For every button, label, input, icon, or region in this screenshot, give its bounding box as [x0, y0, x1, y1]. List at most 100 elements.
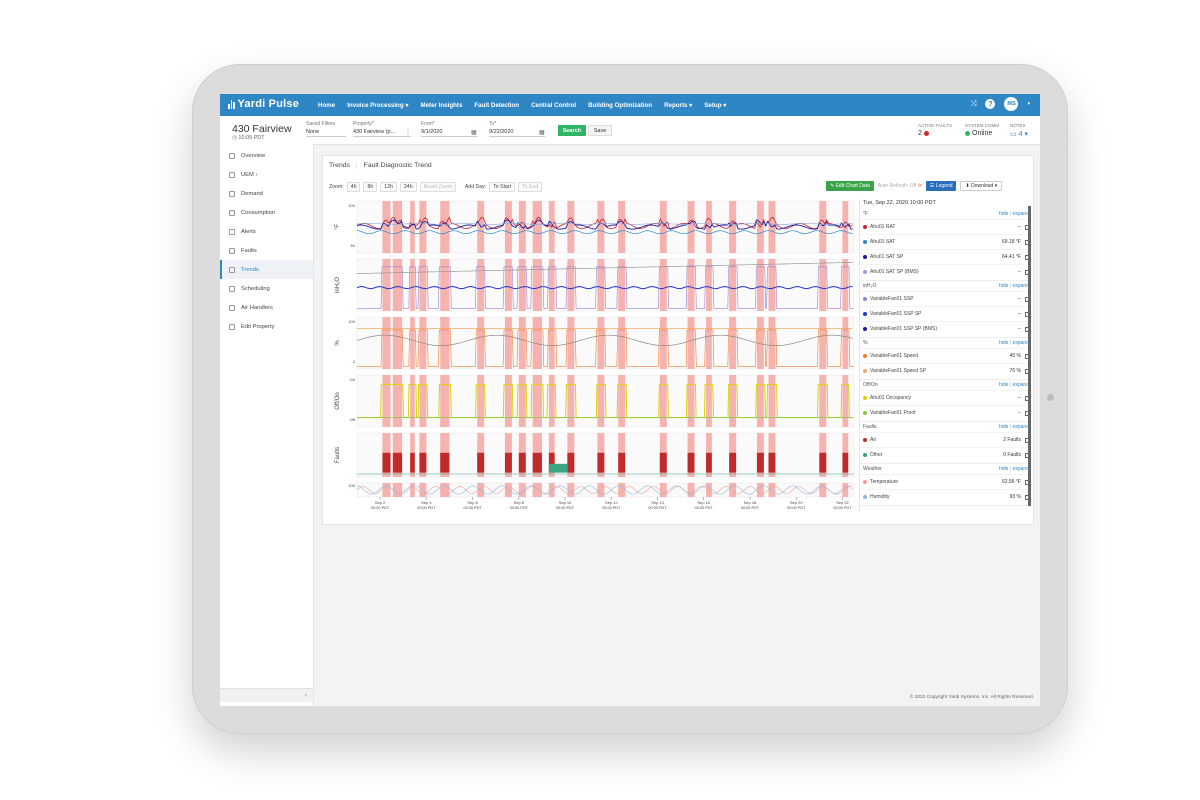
- legend-row[interactable]: VariableFan01 Proof --: [860, 405, 1032, 420]
- help-icon[interactable]: ?: [985, 99, 996, 109]
- x-tick-label: Sep 18: [744, 500, 757, 505]
- active-faults[interactable]: ACTIVE FAULTS 2: [918, 123, 952, 137]
- trends-card: Trends | Fault Diagnostic Trend Zoom: 4h…: [322, 155, 1034, 525]
- sidebar-item-label: Alerts: [241, 228, 256, 235]
- property-select[interactable]: Property* 430 Fairview (p...: [353, 121, 411, 137]
- legend-row[interactable]: Temperature 62.56 °F: [860, 474, 1032, 489]
- legend-scrollbar[interactable]: [1028, 206, 1031, 506]
- series-swatch: [863, 225, 867, 229]
- to-end-button[interactable]: To End: [518, 182, 543, 192]
- fault-band: [567, 375, 575, 427]
- sidebar-item-edit-property[interactable]: Edit Property: [220, 317, 313, 336]
- save-button[interactable]: Save: [588, 125, 612, 136]
- fault-band: [419, 375, 427, 427]
- legend-hide-link[interactable]: hide: [999, 283, 1009, 289]
- sidebar-item-demand[interactable]: Demand: [220, 184, 313, 203]
- trend-chart-svg[interactable]: °F 100 50 inH₂O% 100 0 Off/On On Off Faults 100 Sep…: [329, 199, 859, 519]
- legend-row[interactable]: Air 2 Faults: [860, 432, 1032, 447]
- fault-air-bar: [768, 452, 776, 473]
- property-value: 430 Fairview (p...: [353, 129, 411, 137]
- nav-item-4[interactable]: Central Control: [531, 101, 577, 109]
- sidebar-item-trends[interactable]: Trends: [220, 260, 313, 279]
- auto-refresh-toggle[interactable]: Auto Refresh: Off ⟳: [878, 183, 922, 189]
- nav-item-0[interactable]: Home: [318, 101, 336, 109]
- legend-row[interactable]: VariableFan01 SSP SP (BMS) --: [860, 321, 1032, 336]
- edit-chart-data-button[interactable]: ✎ Edit Chart Data: [826, 181, 874, 191]
- shuffle-icon[interactable]: ⤨: [970, 99, 977, 108]
- sidebar-item-alerts[interactable]: Alerts: [220, 222, 313, 241]
- saved-filters[interactable]: Saved Filters None: [306, 121, 346, 137]
- more-icon[interactable]: ⋮: [405, 130, 411, 136]
- nav-item-2[interactable]: Meter Insights: [420, 101, 463, 109]
- legend-row[interactable]: Ahu01 Occupancy --: [860, 390, 1032, 405]
- legend-hide-link[interactable]: hide: [999, 211, 1009, 217]
- legend-hide-link[interactable]: hide: [999, 466, 1009, 472]
- fault-band: [382, 259, 391, 311]
- zoom-24h-button[interactable]: 24h: [399, 182, 417, 192]
- tab-trends[interactable]: Trends: [329, 162, 350, 169]
- legend-expand-link[interactable]: expand: [1012, 211, 1029, 217]
- nav-item-3[interactable]: Fault Detection: [474, 101, 520, 109]
- legend-row[interactable]: Ahu01 SAT 69.18 °F: [860, 234, 1032, 249]
- fault-other-bar: [548, 463, 568, 473]
- legend-expand-link[interactable]: expand: [1012, 340, 1029, 346]
- sidebar-item-faults[interactable]: Faults: [220, 241, 313, 260]
- legend-expand-link[interactable]: expand: [1012, 466, 1029, 472]
- calendar-icon[interactable]: ▦: [539, 130, 545, 136]
- series-name: Ahu01 SAT SP: [870, 254, 904, 260]
- nav-item-6[interactable]: Reports ▾: [664, 101, 693, 109]
- x-tick-sublabel: 00:00 PDT: [648, 506, 667, 510]
- brand-logo[interactable]: Yardi Pulse: [228, 98, 299, 110]
- nav-item-5[interactable]: Building Optimization: [588, 101, 653, 109]
- zoom-12h-button[interactable]: 12h: [380, 182, 397, 192]
- saved-filters-value: None: [306, 129, 346, 137]
- sidebar-icon: [229, 285, 235, 292]
- avatar[interactable]: MS: [1004, 97, 1019, 111]
- nav-item-1[interactable]: Invoice Processing ▾: [347, 101, 409, 109]
- to-value: 9/22/2020: [489, 129, 545, 137]
- legend-hide-link[interactable]: hide: [999, 424, 1009, 430]
- calendar-icon[interactable]: ▦: [471, 130, 477, 136]
- zoom-8h-button[interactable]: 8h: [363, 182, 378, 192]
- sidebar-item-air-handlers[interactable]: Air Handlers: [220, 298, 313, 317]
- to-date-field[interactable]: To* 9/22/2020: [489, 121, 545, 137]
- legend-hide-link[interactable]: hide: [999, 382, 1009, 388]
- sidebar-item-consumption[interactable]: Consumption: [220, 203, 313, 222]
- legend-row[interactable]: Other 0 Faults: [860, 447, 1032, 462]
- legend-row[interactable]: VariableFan01 SSP SP --: [860, 306, 1032, 321]
- legend-expand-link[interactable]: expand: [1012, 382, 1029, 388]
- legend-row[interactable]: VariableFan01 Speed 45 %: [860, 348, 1032, 363]
- nav-item-7[interactable]: Setup ▾: [704, 101, 727, 109]
- y-tick-label: Off: [350, 417, 356, 422]
- series-occupancy: [357, 383, 854, 419]
- zoom-4h-button[interactable]: 4h: [346, 182, 361, 192]
- legend-row[interactable]: Humidity 93 %: [860, 489, 1032, 504]
- sidebar-collapse-button[interactable]: ‹: [220, 688, 313, 702]
- legend-button[interactable]: ☰ Legend: [925, 181, 957, 191]
- legend-hide-link[interactable]: hide: [999, 340, 1009, 346]
- legend-row[interactable]: Ahu01 SAT SP 64.41 °F: [860, 249, 1032, 264]
- sidebar-item-overview[interactable]: Overview: [220, 146, 313, 165]
- trend-chart[interactable]: °F 100 50 inH₂O% 100 0 Off/On On Off Faults 100 Sep…: [329, 199, 859, 519]
- legend-expand-link[interactable]: expand: [1012, 424, 1029, 430]
- fault-air-bar: [618, 452, 626, 473]
- pencil-icon: ✎: [830, 183, 835, 189]
- download-button[interactable]: ⬇ Download ▾: [960, 181, 1003, 191]
- notes[interactable]: NOTES ▭ 4 ▾: [1010, 123, 1028, 138]
- search-button[interactable]: Search: [558, 125, 586, 136]
- legend-row[interactable]: Ahu01 SAT SP (BMS) --: [860, 264, 1032, 279]
- legend-row[interactable]: VariableFan01 SSP --: [860, 291, 1032, 306]
- reset-zoom-button[interactable]: Reset Zoom: [419, 182, 456, 192]
- legend-expand-link[interactable]: expand: [1012, 283, 1029, 289]
- panel-bg-4: [356, 432, 855, 478]
- chevron-down-icon[interactable]: ▾: [1027, 101, 1030, 107]
- sidebar-item-scheduling[interactable]: Scheduling: [220, 279, 313, 298]
- fault-air-bar: [659, 452, 667, 473]
- to-start-button[interactable]: To Start: [489, 182, 516, 192]
- fault-air-bar: [382, 452, 391, 473]
- legend-row[interactable]: Ahu01 RAT --: [860, 219, 1032, 234]
- legend-row[interactable]: VariableFan01 Speed SP 70 %: [860, 363, 1032, 378]
- sidebar-item-uem[interactable]: UEM ›: [220, 165, 313, 184]
- tab-fault-diagnostic-trend[interactable]: Fault Diagnostic Trend: [363, 162, 432, 169]
- from-date-field[interactable]: From* 9/1/2020: [421, 121, 477, 137]
